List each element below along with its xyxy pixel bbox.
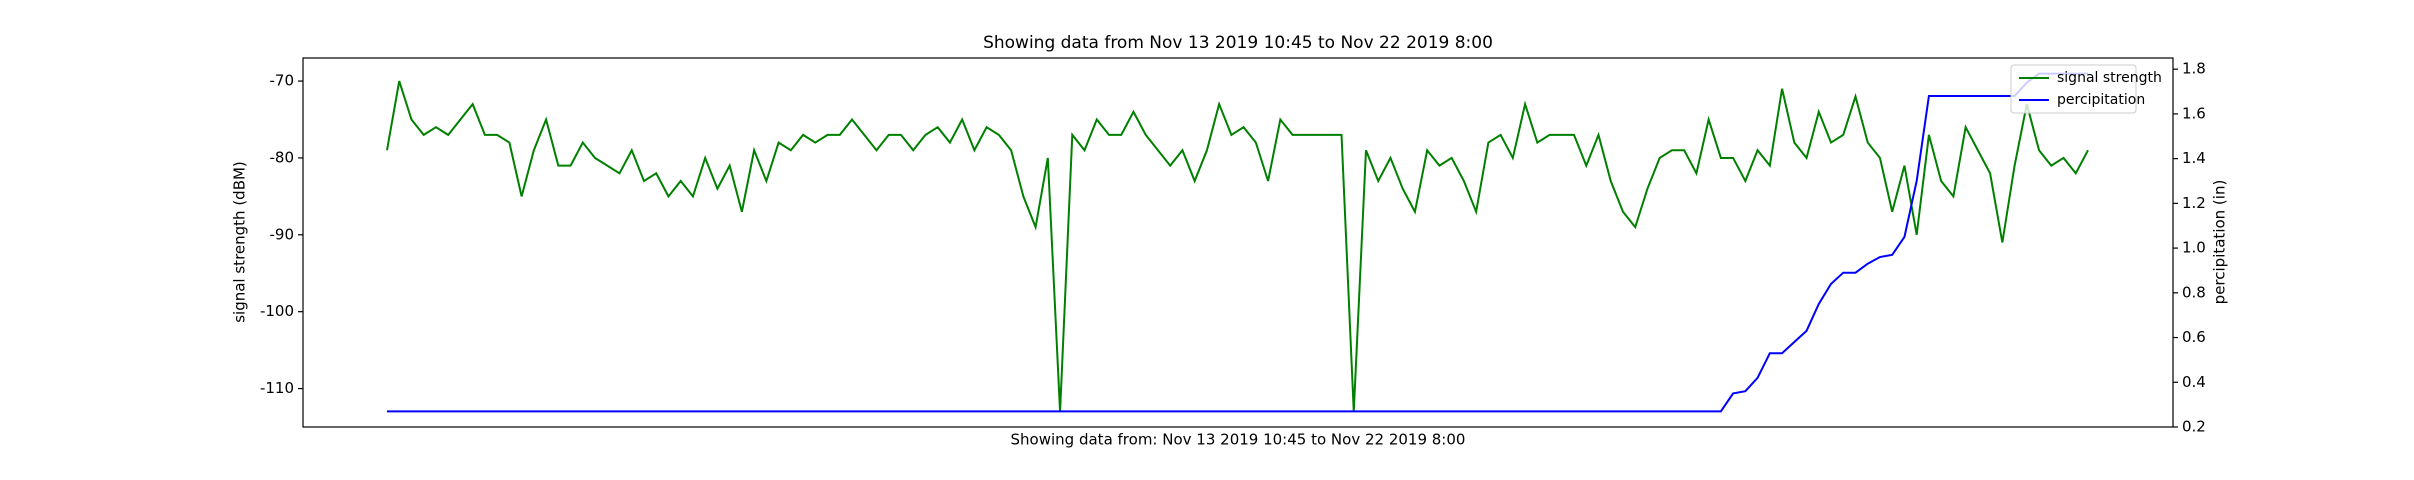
x-axis-label: Showing data from: Nov 13 2019 10:45 to … bbox=[1011, 431, 1466, 449]
y2-tick-label: 0.2 bbox=[2182, 418, 2206, 436]
series-line bbox=[387, 72, 2088, 413]
legend-label: signal strength bbox=[2057, 70, 2162, 86]
y-tick-label: -80 bbox=[270, 148, 295, 166]
y2-tick-label: 1.2 bbox=[2182, 194, 2206, 212]
y2-tick-label: 1.6 bbox=[2182, 104, 2206, 122]
legend-label: percipitation bbox=[2057, 92, 2145, 108]
chart-title: Showing data from Nov 13 2019 10:45 to N… bbox=[983, 33, 1493, 53]
y-tick-label: -110 bbox=[260, 379, 294, 397]
y-axis-label: signal strength (dBM) bbox=[231, 161, 249, 323]
plot-frame bbox=[302, 57, 2174, 428]
y-tick-label: -90 bbox=[270, 225, 295, 243]
y2-tick-label: 0.8 bbox=[2182, 283, 2206, 301]
y2-tick-label: 0.6 bbox=[2182, 328, 2206, 346]
y2-axis-label: percipitation (in) bbox=[2211, 180, 2229, 305]
y-tick-label: -100 bbox=[260, 302, 294, 320]
y2-tick-label: 0.4 bbox=[2182, 373, 2206, 391]
series-line bbox=[386, 80, 2089, 412]
y2-tick-label: 1.0 bbox=[2182, 239, 2206, 257]
y2-tick-label: 1.8 bbox=[2182, 60, 2206, 78]
y2-tick-label: 1.4 bbox=[2182, 149, 2206, 167]
y-tick-label: -70 bbox=[270, 72, 295, 90]
